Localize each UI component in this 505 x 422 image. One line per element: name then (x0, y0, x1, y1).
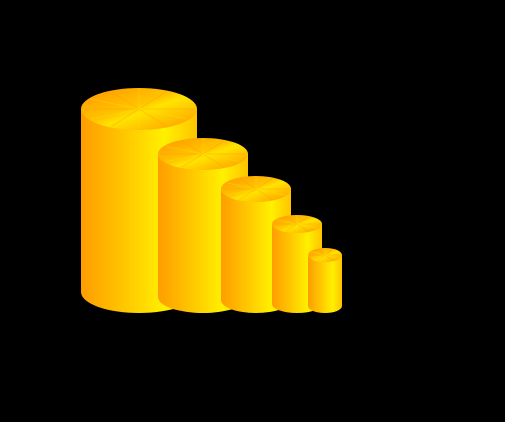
cylinder-top-sheen (160, 138, 246, 170)
cylinder-group (81, 88, 342, 313)
cylinder-top (308, 248, 342, 262)
cylinder-body (308, 255, 342, 313)
cylinder-5 (308, 248, 342, 313)
cylinder-top-sheen (308, 248, 342, 262)
cylinder-top-sheen (273, 215, 321, 233)
cylinder-top-sheen (83, 89, 195, 129)
cylinder-top (158, 138, 248, 170)
cylinder-top (272, 215, 322, 233)
cylinder-top (221, 176, 291, 202)
cylinder-top (81, 88, 197, 130)
cylinder-top-sheen (222, 176, 290, 202)
